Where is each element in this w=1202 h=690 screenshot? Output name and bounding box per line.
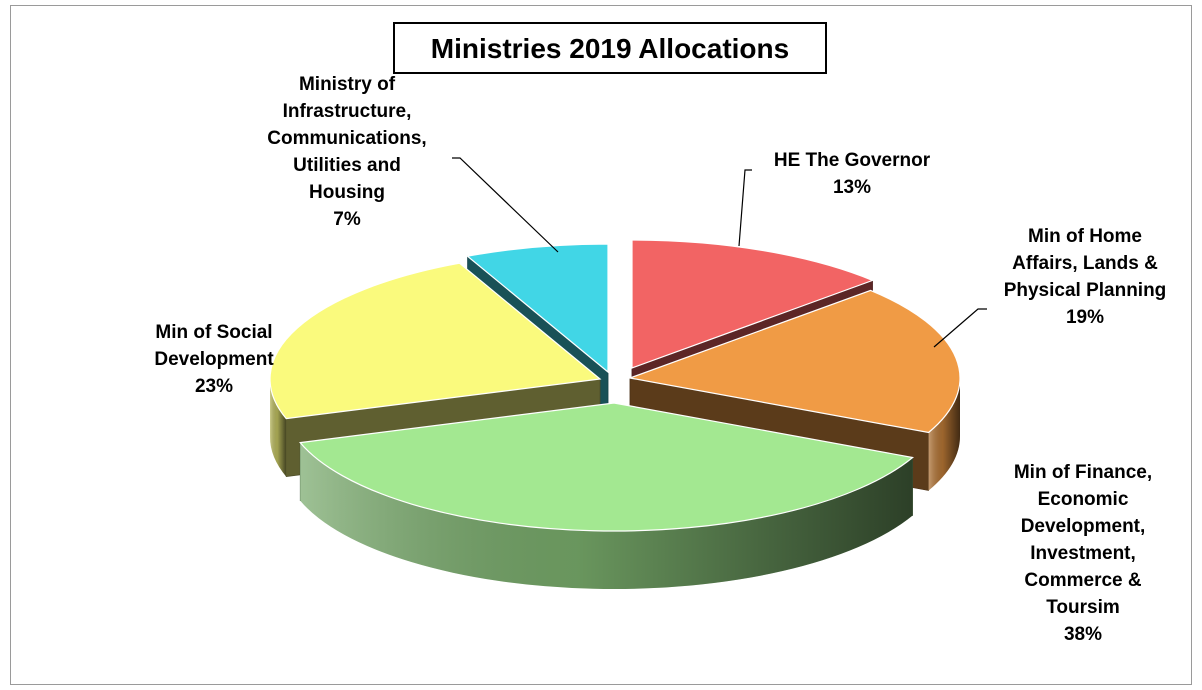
leader-line [933,308,987,348]
slice-percent-label: 19% [1066,307,1104,328]
slice-label-line: Min of Social [155,322,272,343]
slice-label-line: Infrastructure, [283,101,412,122]
slice-label-line: Physical Planning [1004,280,1167,301]
slice-label-line: Communications, [267,128,426,149]
slice-label-line: Development, [1021,516,1146,537]
slice-percent-label: 23% [195,376,233,397]
slice-label-line: HE The Governor [774,150,931,171]
slice-label-line: Utilities and [293,155,401,176]
slice-label: HE The Governor 13% [774,150,931,198]
slice-top [269,262,602,420]
slice-percent-label: 7% [333,209,361,230]
slice-label-line: Investment, [1030,543,1136,564]
slice-top [299,402,914,532]
slice-label: Min of Finance, Economic Development, Inves… [1014,462,1152,645]
chart-title-box: Ministries 2019 Allocations [393,22,827,74]
slice-label: Ministry of Infrastructure, Communications… [267,74,426,230]
slice-label-line: Min of Finance, [1014,462,1152,483]
slice-label-line: Toursim [1046,597,1120,618]
slice-label: Min of Home Affairs, Lands & Physical Plan… [1004,226,1167,328]
slice-outer-wall-shading [300,442,913,589]
pie-slices [269,239,961,589]
slice-percent-label: 13% [833,177,871,198]
slice-label-line: Economic [1038,489,1129,510]
pie-slice [299,402,914,589]
slice-label-line: Housing [309,182,385,203]
slice-label-line: Commerce & [1024,570,1141,591]
slice-label-line: Min of Home [1028,226,1142,247]
leader-line [452,157,559,253]
leader-line [738,169,752,247]
slice-label-line: Development [154,349,274,370]
chart-title: Ministries 2019 Allocations [431,33,789,64]
slice-top [627,289,961,434]
slice-label-line: Ministry of [299,74,396,95]
slice-percent-label: 38% [1064,624,1102,645]
slice-top [631,239,875,369]
slice-label: Min of Social Development 23% [154,322,274,397]
slice-top [466,243,609,374]
slice-outer-wall-shading [270,379,287,477]
slice-label-line: Affairs, Lands & [1012,253,1158,274]
slice-labels: HE The Governor 13% Min of Home Affairs, La… [154,74,1166,645]
